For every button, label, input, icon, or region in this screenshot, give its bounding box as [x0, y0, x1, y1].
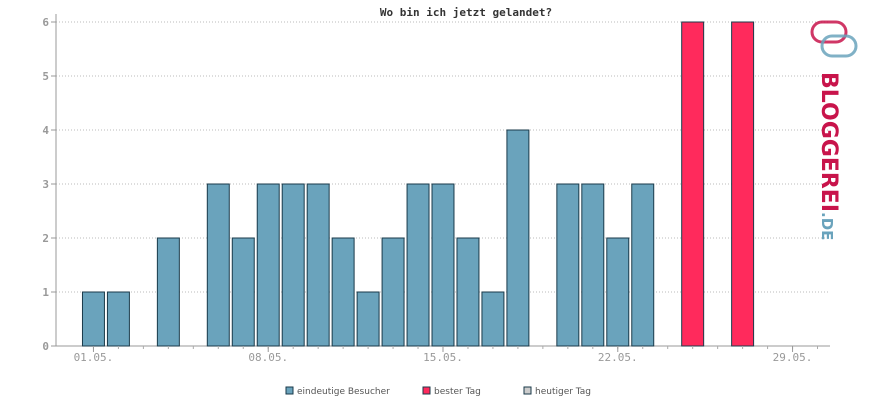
y-tick-label: 6 [42, 16, 49, 29]
bars [81, 21, 755, 347]
y-tick-label: 2 [42, 232, 49, 245]
chart-title: Wo bin ich jetzt gelandet? [380, 6, 552, 19]
legend-swatch [422, 386, 431, 395]
bar [231, 237, 255, 347]
bar [381, 237, 405, 347]
bar [406, 183, 430, 347]
legend-label: eindeutige Besucher [297, 387, 390, 397]
bar [456, 237, 480, 347]
bar [681, 21, 705, 347]
legend: eindeutige Besucher bester Tag heutiger Ta… [285, 386, 591, 397]
x-tick-label: 08.05. [248, 351, 288, 364]
bar [81, 291, 105, 347]
logo-mark-icon [810, 20, 858, 58]
x-tick-label: 15.05. [423, 351, 463, 364]
bar [506, 129, 530, 347]
bloggerei-logo: BLOGGEREI.DE [810, 20, 858, 240]
bar [281, 183, 305, 347]
bar [106, 291, 130, 347]
x-tick-label: 22.05. [598, 351, 638, 364]
bar [556, 183, 580, 347]
bar [481, 291, 505, 347]
x-tick-label: 29.05. [773, 351, 813, 364]
bar [606, 237, 630, 347]
bar [206, 183, 230, 347]
bar [356, 291, 380, 347]
legend-swatch [523, 386, 532, 395]
x-tick-label: 01.05. [74, 351, 114, 364]
y-tick-label: 1 [42, 286, 49, 299]
logo-text-main: BLOGGEREI [816, 72, 841, 212]
bar [631, 183, 655, 347]
bar [306, 183, 330, 347]
bar [731, 21, 755, 347]
logo-text-suffix: .DE [818, 212, 836, 240]
x-axis-ticks: 01.05. 08.05. 15.05. 22.05. 29.05. [74, 346, 819, 364]
bar [331, 237, 355, 347]
logo-text: BLOGGEREI.DE [816, 72, 841, 240]
bar [431, 183, 455, 347]
bar [581, 183, 605, 347]
y-tick-label: 4 [42, 124, 49, 137]
legend-label: bester Tag [434, 387, 481, 397]
y-tick-label: 5 [42, 70, 49, 83]
legend-swatch [285, 386, 294, 395]
y-tick-label: 0 [42, 340, 49, 353]
y-tick-label: 3 [42, 178, 49, 191]
bar [256, 183, 280, 347]
legend-label: heutiger Tag [535, 387, 591, 397]
bar [156, 237, 180, 347]
